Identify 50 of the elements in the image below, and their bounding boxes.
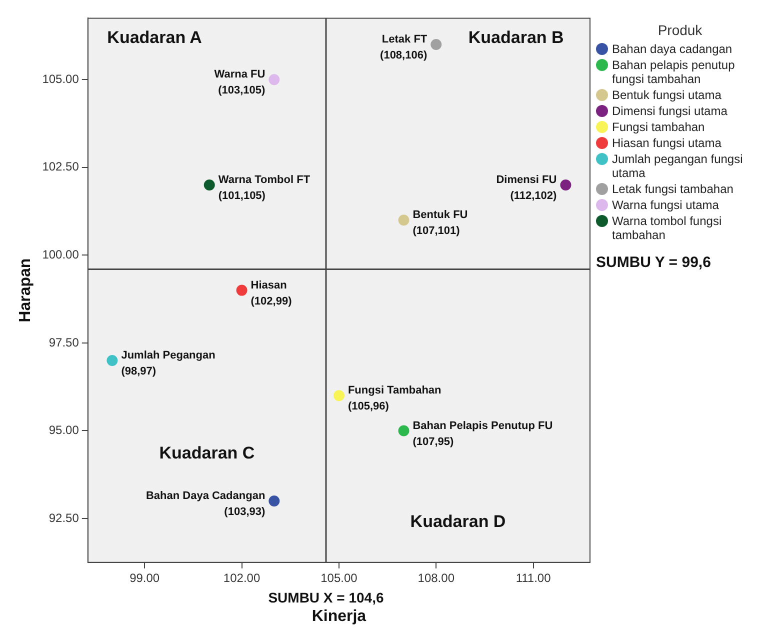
legend-title: Produk [656,22,704,38]
x-tick-label: 105.00 [320,570,358,585]
annotation: Letak FT (108,106) [380,34,428,62]
ref-line-label: SUMBU X = 104,6 [268,589,384,606]
y-axis-title: Harapan [17,258,34,322]
annotation: Kuadaran C [159,444,255,463]
legend-label: Warna fungsi utama [612,198,719,212]
legend-label: Fungsi tambahan [612,120,705,134]
annotation: Fungsi Tambahan (105,96) [348,384,442,413]
point [268,495,280,506]
annotation: Bahan Daya Cadangan (103,93) [146,490,266,518]
legend-label: Bahan pelapis penutup fungsi tambahan [612,58,736,86]
y-tick-label: 95.00 [48,423,80,438]
point [398,425,410,436]
y-tick-label: 97.50 [48,335,80,350]
annotation: Warna FU (103,105) [214,68,266,97]
x-tick-label: 111.00 [516,570,552,585]
y-tick-label: 100.00 [42,248,80,262]
point [236,284,248,296]
y-tick-label: 92.50 [48,510,80,525]
point [333,390,344,402]
legend-label: Bahan daya cadangan [612,42,732,56]
point [106,355,118,366]
point [268,74,280,86]
x-tick-label: 108.00 [418,570,455,585]
y-tick-label: 105.00 [42,72,80,86]
y-tick-label: 102.50 [42,160,80,174]
x-tick-label: 99.00 [130,570,160,585]
x-axis-title: Kinerja [312,608,366,625]
annotation: Kuadaran A [107,28,202,47]
x-tick-label: 102.00 [223,570,260,585]
point [560,179,572,190]
point [398,214,410,226]
annotation: Kuadaran D [410,512,506,532]
annotation: Hiasan (102,99) [250,279,292,308]
legend-label: Jumlah pegangan fungsi utama [612,152,744,180]
legend-label: Warna tombol fungsi tambahan [612,214,723,242]
legend-label: Dimensi fungsi utama [612,104,728,118]
legend-label: Letak fungsi tambahan [612,182,734,196]
annotation: Bentuk FU (107,101) [412,209,468,238]
legend-label: Hiasan fungsi utama [612,136,722,150]
point [204,179,215,190]
ref-line-label: SUMBU Y = 99,6 [596,254,712,271]
annotation: Bahan Pelapis Penutup FU (107,95) [412,420,553,448]
legend-label: Bentuk fungsi utama [612,88,722,102]
annotation: Warna Tombol FT (101,105) [218,174,310,202]
annotation: Dimensi FU (112,102) [496,174,558,202]
point [430,39,442,50]
annotation: Jumlah Pegangan (98,97) [121,350,216,378]
annotation: Kuadaran B [468,28,564,47]
